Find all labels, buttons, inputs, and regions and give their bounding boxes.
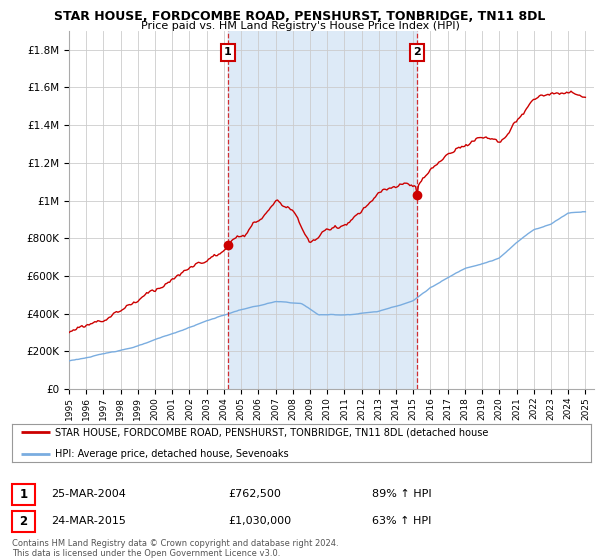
Text: 1: 1 — [19, 488, 28, 501]
Text: STAR HOUSE, FORDCOMBE ROAD, PENSHURST, TONBRIDGE, TN11 8DL: STAR HOUSE, FORDCOMBE ROAD, PENSHURST, T… — [55, 10, 545, 23]
Text: Contains HM Land Registry data © Crown copyright and database right 2024.: Contains HM Land Registry data © Crown c… — [12, 539, 338, 548]
Text: 2: 2 — [19, 515, 28, 528]
Text: Price paid vs. HM Land Registry's House Price Index (HPI): Price paid vs. HM Land Registry's House … — [140, 21, 460, 31]
Text: 63% ↑ HPI: 63% ↑ HPI — [372, 516, 431, 526]
Text: 2: 2 — [413, 47, 421, 57]
Text: 25-MAR-2004: 25-MAR-2004 — [51, 489, 126, 500]
Text: 1: 1 — [224, 47, 232, 57]
Bar — [228, 31, 417, 389]
Text: £762,500: £762,500 — [228, 489, 281, 500]
Text: 89% ↑ HPI: 89% ↑ HPI — [372, 489, 431, 500]
Text: This data is licensed under the Open Government Licence v3.0.: This data is licensed under the Open Gov… — [12, 549, 280, 558]
Text: £1,030,000: £1,030,000 — [228, 516, 291, 526]
Text: 24-MAR-2015: 24-MAR-2015 — [51, 516, 126, 526]
Text: HPI: Average price, detached house, Sevenoaks: HPI: Average price, detached house, Seve… — [55, 449, 289, 459]
Text: STAR HOUSE, FORDCOMBE ROAD, PENSHURST, TONBRIDGE, TN11 8DL (detached house: STAR HOUSE, FORDCOMBE ROAD, PENSHURST, T… — [55, 427, 489, 437]
